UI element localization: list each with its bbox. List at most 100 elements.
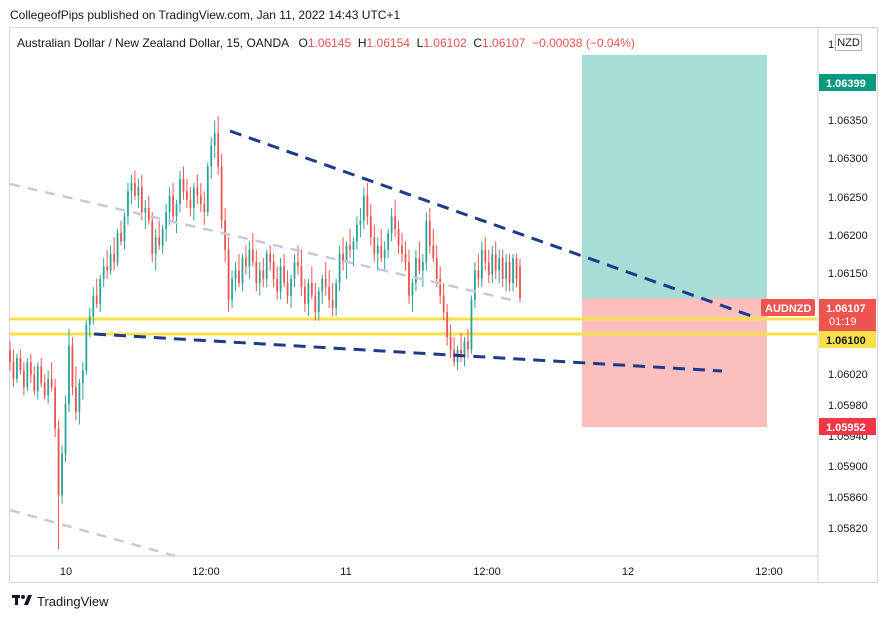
- candle: [75, 366, 77, 421]
- candle: [425, 212, 428, 271]
- candle-body: [286, 283, 289, 296]
- upper-wedge-line[interactable]: [229, 129, 758, 320]
- candle-body: [85, 324, 88, 371]
- currency-badge[interactable]: NZD: [835, 34, 862, 51]
- candle: [352, 237, 355, 267]
- candle: [165, 203, 168, 242]
- candle: [144, 199, 147, 229]
- lower-wedge-line[interactable]: [93, 332, 723, 373]
- candle-body: [484, 249, 487, 263]
- time-axis: 10 12:00 11 12:00 12 12:00: [10, 555, 818, 578]
- candle: [245, 245, 247, 275]
- candle: [342, 237, 344, 271]
- candle: [453, 337, 455, 367]
- candle-body: [435, 258, 438, 279]
- candle-body: [92, 295, 95, 317]
- candle: [331, 283, 334, 317]
- candle-body: [387, 233, 390, 250]
- candle: [182, 166, 185, 200]
- candle: [151, 212, 154, 263]
- candle-body: [95, 295, 98, 304]
- candle-body: [206, 166, 209, 213]
- candle-body: [168, 195, 171, 213]
- low-label: L: [416, 36, 424, 50]
- candle: [359, 208, 362, 238]
- candle: [47, 370, 50, 404]
- candle-body: [463, 341, 466, 354]
- candle-body: [151, 220, 154, 254]
- candle: [81, 362, 84, 400]
- candle-body: [508, 262, 511, 284]
- candle: [196, 174, 199, 204]
- candle-body: [352, 241, 355, 250]
- candle: [64, 395, 67, 463]
- candle-body: [491, 253, 494, 275]
- candle-body: [362, 195, 365, 221]
- candle-body: [300, 266, 303, 288]
- candle-body: [179, 178, 181, 204]
- candle: [456, 345, 459, 371]
- candle: [78, 378, 81, 425]
- candle-body: [144, 208, 147, 213]
- candle: [199, 183, 202, 213]
- candle-body: [78, 382, 81, 413]
- candle-body: [401, 245, 403, 254]
- stop-zone[interactable]: [582, 298, 767, 428]
- candle-body: [310, 283, 313, 296]
- close-label: C: [473, 36, 483, 50]
- channel-line-1[interactable]: [9, 182, 513, 302]
- candle-body: [248, 249, 251, 267]
- candle-body: [16, 357, 18, 379]
- candle: [220, 153, 223, 229]
- candle: [279, 258, 282, 300]
- footer-brand[interactable]: TradingView: [12, 594, 109, 609]
- candle-body: [258, 270, 261, 284]
- candle: [498, 249, 501, 284]
- symbol-legend: Australian Dollar / New Zealand Dollar, …: [17, 36, 635, 50]
- candle-body: [64, 403, 67, 454]
- candle-body: [102, 266, 105, 279]
- candle-body: [241, 258, 244, 284]
- candle-body: [192, 187, 195, 209]
- time-tick-label: 10: [60, 566, 72, 578]
- candle: [449, 324, 452, 358]
- candle: [16, 353, 18, 383]
- candle: [321, 274, 324, 304]
- candle-body: [519, 266, 521, 298]
- candle-body: [265, 253, 268, 279]
- candle: [54, 378, 57, 438]
- channel-line-2[interactable]: [9, 508, 176, 558]
- target-zone[interactable]: [582, 54, 767, 298]
- candle: [338, 245, 341, 292]
- candle-body: [40, 366, 43, 383]
- candle: [415, 249, 417, 292]
- candle-body: [71, 345, 74, 388]
- candle-body: [501, 258, 504, 279]
- price-tick-label: 1.05820: [828, 523, 868, 535]
- candle-body: [29, 362, 32, 375]
- candle-body: [99, 278, 102, 304]
- candle: [137, 178, 140, 209]
- price-tick-label: 1.05980: [828, 400, 868, 412]
- candle-body: [147, 208, 150, 221]
- candle-body: [415, 258, 417, 284]
- candle-body: [220, 166, 223, 221]
- candle: [373, 224, 376, 263]
- candle-body: [494, 253, 497, 271]
- candle: [192, 183, 195, 221]
- candle: [283, 253, 285, 288]
- candle-body: [61, 453, 63, 496]
- candle-body: [140, 187, 143, 213]
- candle-body: [460, 349, 462, 354]
- position-zones: [582, 54, 767, 428]
- candle: [57, 420, 60, 550]
- candle: [491, 245, 494, 284]
- price-tick-label: 1.05900: [828, 461, 868, 473]
- candle-body: [324, 278, 327, 288]
- candle: [418, 241, 421, 275]
- chart-area[interactable]: [9, 27, 878, 583]
- candle: [303, 278, 306, 313]
- candle-body: [68, 345, 70, 404]
